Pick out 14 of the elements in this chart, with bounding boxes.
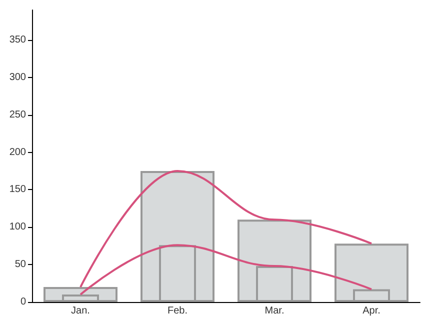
y-tick-label: 250 <box>9 109 26 120</box>
y-tick-label: 350 <box>9 34 26 46</box>
y-tick-label: 0 <box>20 296 26 308</box>
x-tick-label: Mar. <box>264 306 284 316</box>
line-series <box>80 244 372 296</box>
y-tick-label: 150 <box>9 184 26 196</box>
y-tick-label: 200 <box>9 146 26 158</box>
y-tick-label: 100 <box>9 222 26 233</box>
x-tick-label: Jan. <box>71 306 90 316</box>
y-tick-label: 300 <box>9 72 26 83</box>
x-tick-label: Apr. <box>362 306 380 316</box>
line-series <box>80 170 372 288</box>
y-tick-label: 50 <box>14 259 26 270</box>
x-tick-label: Feb. <box>167 306 188 316</box>
